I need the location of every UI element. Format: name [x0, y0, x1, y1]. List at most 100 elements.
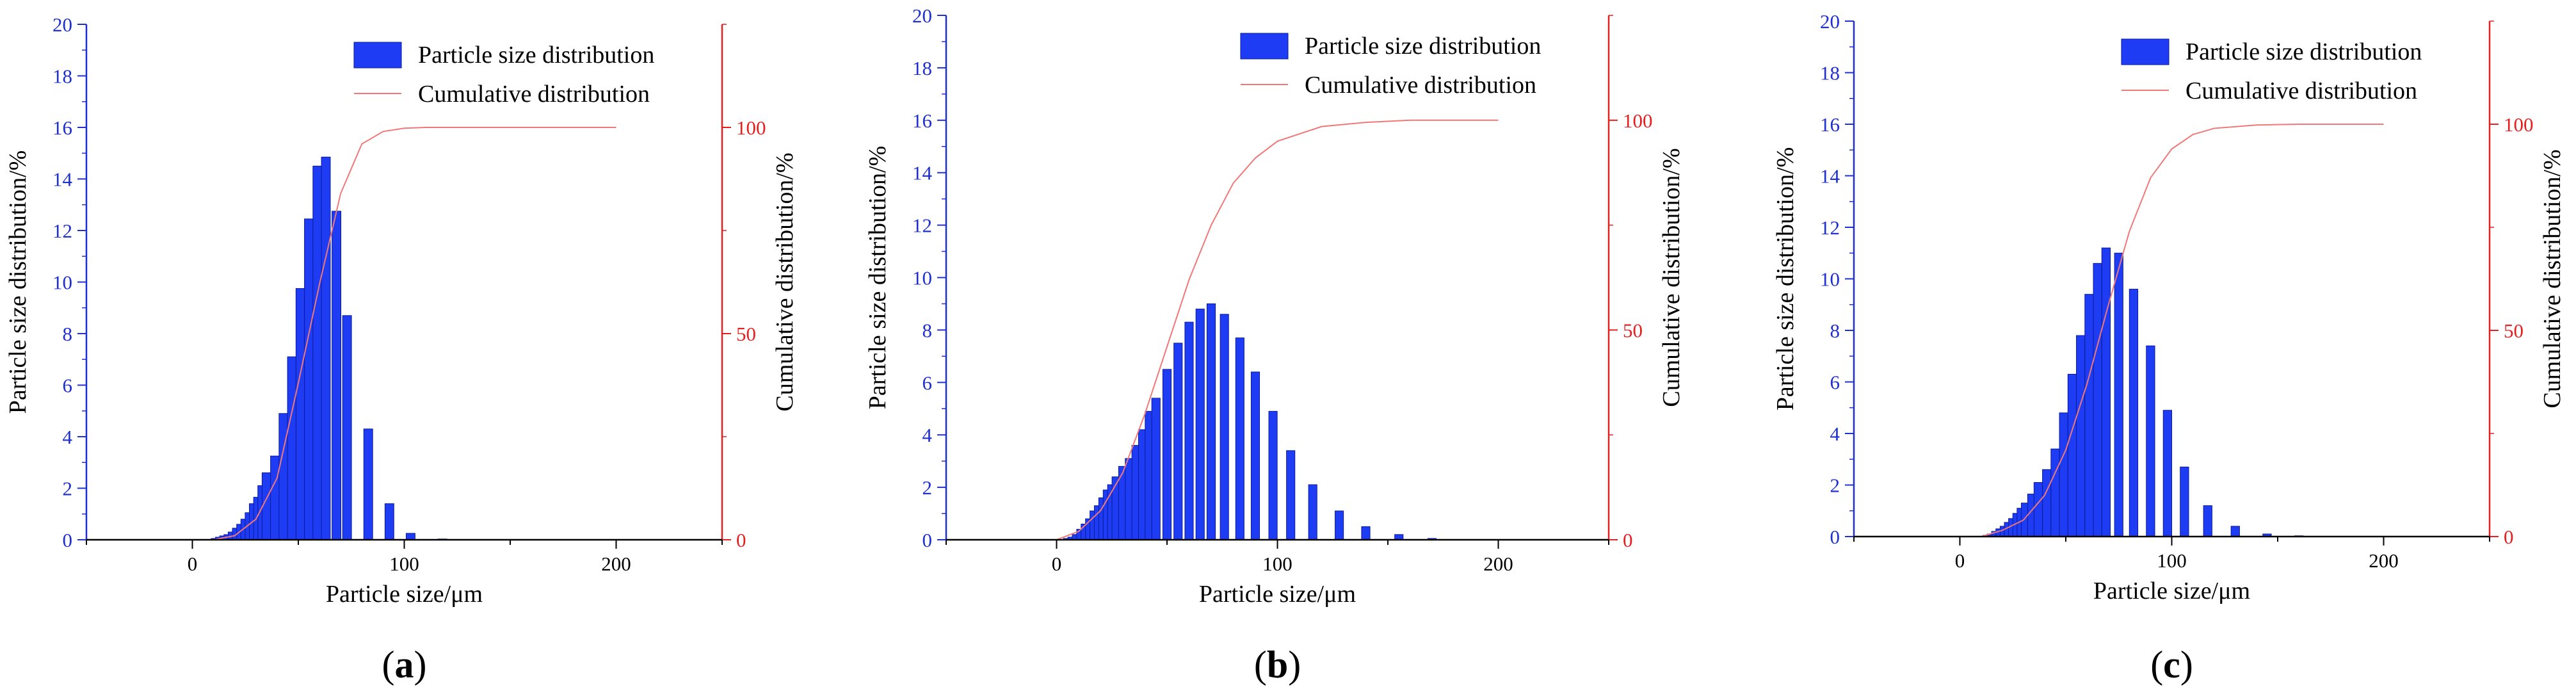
- bar: [2129, 289, 2139, 537]
- y-tick-label: 16: [912, 109, 932, 132]
- y-tick-label: 8: [922, 319, 933, 341]
- y-tick-label: 8: [1830, 320, 1840, 342]
- x-tick-label: 100: [1262, 553, 1292, 575]
- y-tick-label: 20: [52, 13, 72, 36]
- legend-label-bars: Particle size distribution: [2186, 38, 2422, 65]
- y-axis-title: Particle size distribution/%: [1772, 147, 1799, 411]
- bar: [1195, 309, 1205, 540]
- y2-tick-label: 100: [736, 117, 766, 139]
- y-tick-label: 12: [912, 214, 932, 237]
- y2-tick-label: 0: [1623, 529, 1633, 551]
- bar: [295, 288, 305, 540]
- bar: [1268, 410, 1278, 540]
- y2-tick-label: 50: [2504, 320, 2524, 342]
- bar: [312, 165, 323, 540]
- bar: [342, 315, 352, 540]
- panel-label: c: [2163, 643, 2180, 686]
- legend-bar-swatch: [353, 42, 402, 69]
- panel-label: a: [395, 643, 414, 686]
- y-axis-title: Particle size distribution/%: [864, 146, 891, 410]
- bar: [2084, 294, 2094, 537]
- y-tick-label: 0: [1830, 526, 1840, 548]
- x-tick-label: 100: [389, 553, 419, 575]
- y-tick-label: 10: [52, 271, 72, 294]
- bar: [321, 156, 331, 540]
- cumulative-line: [1981, 124, 2384, 537]
- panel-caption: (c): [2150, 643, 2193, 686]
- bar: [2093, 263, 2102, 537]
- y-tick-label: 12: [52, 220, 72, 242]
- x-axis-title: Particle size/μm: [326, 581, 483, 608]
- bar: [2076, 335, 2086, 537]
- y2-axis-title: Cumulative distribution/%: [2539, 149, 2566, 408]
- legend-bar-swatch: [1240, 33, 1289, 60]
- y-tick-label: 14: [912, 162, 933, 184]
- legend-label-line: Cumulative distribution: [2186, 77, 2417, 104]
- y-tick-label: 6: [1830, 371, 1840, 394]
- legend-label-line: Cumulative distribution: [1305, 72, 1536, 99]
- x-tick-label: 100: [2157, 549, 2187, 572]
- bar: [363, 428, 373, 540]
- legend-label-bars: Particle size distribution: [1305, 33, 1541, 60]
- bar: [2042, 469, 2052, 537]
- y2-tick-label: 0: [2504, 526, 2514, 548]
- y-tick-label: 18: [52, 65, 72, 88]
- y-tick-label: 18: [912, 57, 932, 79]
- y-tick-label: 0: [63, 529, 73, 551]
- y2-axis-title: Cumulative distribution/%: [1658, 148, 1685, 407]
- legend-label-bars: Particle size distribution: [418, 42, 654, 69]
- y-tick-label: 6: [63, 375, 73, 397]
- y2-tick-label: 100: [1623, 109, 1653, 132]
- y-tick-label: 6: [922, 371, 933, 394]
- bar: [2203, 505, 2212, 537]
- bar: [384, 503, 394, 540]
- y-tick-label: 16: [52, 117, 72, 139]
- bar: [2146, 345, 2155, 537]
- legend-label-line: Cumulative distribution: [418, 81, 650, 108]
- bar: [304, 218, 314, 540]
- bar: [2067, 373, 2077, 537]
- bar: [287, 356, 297, 540]
- bar: [1308, 484, 1317, 540]
- y-tick-label: 4: [63, 426, 73, 448]
- bar: [2180, 466, 2189, 537]
- bar: [1162, 369, 1172, 540]
- bar: [1173, 343, 1183, 540]
- cumulative-line: [213, 127, 616, 540]
- bar: [1184, 321, 1194, 540]
- bar: [2114, 252, 2123, 537]
- bar: [261, 472, 271, 540]
- y-tick-label: 18: [1820, 62, 1840, 85]
- panel-caption: (b): [1254, 643, 1301, 686]
- x-tick-label: 0: [188, 553, 198, 575]
- x-tick-label: 0: [1955, 549, 1965, 572]
- bar: [2230, 526, 2240, 537]
- x-tick-label: 200: [601, 553, 631, 575]
- y-tick-label: 10: [1820, 268, 1840, 291]
- bar: [332, 211, 342, 540]
- x-tick-label: 0: [1052, 553, 1062, 575]
- bar: [270, 455, 280, 540]
- bar: [2059, 412, 2068, 537]
- y-tick-label: 12: [1820, 216, 1840, 239]
- y2-tick-label: 50: [736, 323, 756, 345]
- panel-label: b: [1267, 643, 1288, 686]
- y-tick-label: 16: [1820, 113, 1840, 136]
- y-tick-label: 20: [1820, 10, 1840, 33]
- bar: [1151, 398, 1161, 540]
- y2-tick-label: 0: [736, 529, 746, 551]
- x-axis-title: Particle size/μm: [1199, 581, 1356, 608]
- y-tick-label: 4: [922, 424, 933, 446]
- y-tick-label: 14: [52, 168, 73, 191]
- y-axis-title: Particle size distribution/%: [4, 150, 31, 414]
- bar: [2101, 247, 2111, 537]
- x-axis-title: Particle size/μm: [2093, 578, 2250, 604]
- y-tick-label: 2: [1830, 474, 1840, 497]
- bar: [1361, 526, 1371, 540]
- bar: [278, 413, 289, 540]
- y-tick-label: 8: [63, 323, 73, 345]
- bar: [1335, 510, 1344, 540]
